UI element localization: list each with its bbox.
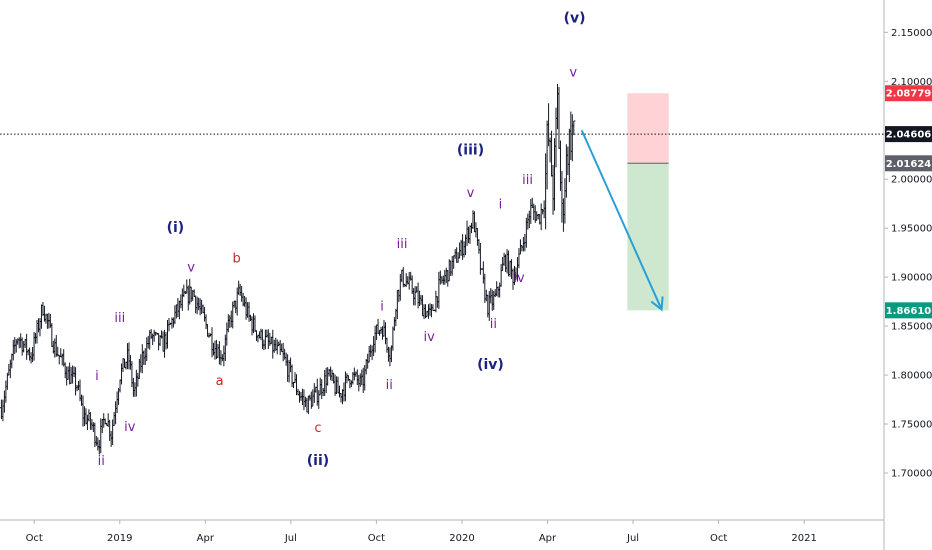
price-tick-label: 2.15000 — [891, 28, 932, 39]
price-tag-label: 2.01624 — [886, 159, 932, 170]
stop-price-tag: 2.08779 — [885, 85, 932, 102]
major-wave-label: (iii) — [457, 143, 484, 159]
entry-price-tag: 2.01624 — [885, 155, 932, 172]
price-tag-box — [885, 155, 932, 172]
price-tick-label: 1.80000 — [891, 371, 932, 382]
price-tick-label: 1.70000 — [891, 468, 932, 479]
minor-wave-label: v — [187, 260, 195, 275]
minor-wave-label: iii — [114, 311, 125, 326]
time-tick-label: Jul — [626, 533, 639, 544]
price-tick-label: 1.75000 — [891, 420, 932, 431]
major-wave-label: (i) — [167, 220, 185, 236]
time-tick-label: Apr — [539, 533, 557, 544]
price-tag-box — [885, 126, 932, 143]
minor-wave-label: a — [216, 374, 224, 389]
position-tool[interactable] — [627, 93, 669, 311]
price-tick-label: 2.10000 — [891, 77, 932, 88]
price-tags: 2.08779 2.04606 2.01624 1.86610 — [885, 85, 932, 319]
time-tick-label: 2020 — [449, 533, 474, 544]
price-tick-label: 1.85000 — [891, 322, 932, 333]
minor-wave-label: iv — [513, 271, 525, 286]
take-profit-zone[interactable] — [627, 163, 669, 311]
price-axis[interactable]: 2.15000 2.10000 2.00000 1.95000 1.90000 1.850… — [884, 28, 932, 480]
price-tick-label: 1.90000 — [891, 273, 932, 284]
time-tick-label: 2019 — [107, 533, 132, 544]
major-wave-label: (ii) — [307, 453, 329, 469]
price-tag-label: 2.08779 — [886, 89, 932, 100]
minor-wave-label: ii — [490, 317, 497, 332]
price-tag-box — [885, 85, 932, 102]
price-tick-label: 2.00000 — [891, 175, 932, 186]
time-axis[interactable]: Oct 2019 Apr Jul Oct 2020 Apr Jul Oct 2021 — [26, 520, 817, 544]
minor-wave-label: iii — [522, 173, 533, 188]
time-tick-label: Jul — [284, 533, 297, 544]
time-tick-label: Oct — [368, 533, 385, 544]
minor-wave-label: v — [467, 186, 475, 201]
time-tick-label: Oct — [710, 533, 727, 544]
minor-wave-label: ii — [98, 454, 105, 469]
arrow-shaft[interactable] — [580, 129, 663, 310]
minor-wave-label: i — [499, 198, 503, 213]
target-price-tag: 1.86610 — [885, 302, 932, 319]
time-tick-label: Oct — [26, 533, 43, 544]
wave-labels: (v)v(iii)viiiiivii(iv)(i)vbaiiiiiviic(ii… — [95, 11, 585, 470]
major-wave-label: (iv) — [477, 357, 504, 373]
minor-wave-label: i — [380, 299, 384, 314]
minor-wave-label: iv — [424, 330, 436, 345]
minor-wave-label: b — [233, 251, 241, 266]
time-tick-label: 2021 — [791, 533, 816, 544]
stop-loss-zone[interactable] — [627, 93, 669, 164]
price-tag-label: 1.86610 — [886, 306, 932, 317]
ohlc-bars — [0, 83, 576, 455]
price-tick-label: 1.95000 — [891, 224, 932, 235]
minor-wave-label: iii — [397, 237, 408, 252]
price-tag-box — [885, 302, 932, 319]
time-tick-label: Apr — [197, 533, 215, 544]
minor-wave-label: v — [569, 65, 577, 80]
price-tag-label: 2.04606 — [886, 130, 932, 141]
major-wave-label: (v) — [564, 11, 586, 27]
minor-wave-label: ii — [386, 378, 393, 393]
ohlc-bar — [572, 120, 576, 136]
arrow-head[interactable] — [650, 296, 664, 312]
minor-wave-label: c — [314, 421, 321, 436]
minor-wave-label: i — [95, 369, 99, 384]
forecast-arrow[interactable] — [580, 129, 664, 312]
current-price-tag: 2.04606 — [885, 126, 932, 143]
minor-wave-label: iv — [124, 420, 136, 435]
